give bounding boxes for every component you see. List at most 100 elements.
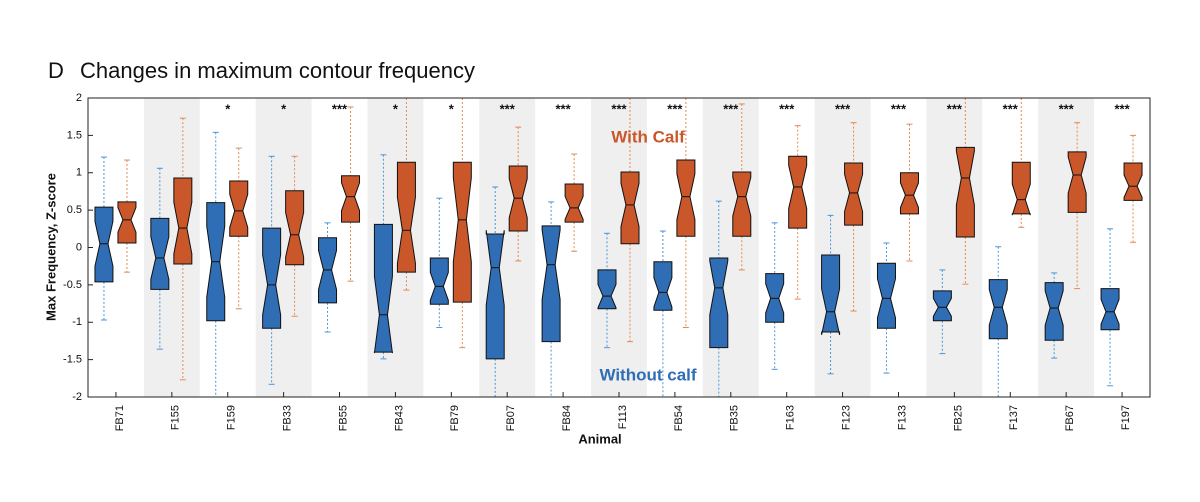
box-body <box>821 254 841 335</box>
box <box>373 154 393 360</box>
significance-label: *** <box>332 101 348 116</box>
box-body <box>429 257 449 305</box>
box <box>1100 228 1120 387</box>
box-body <box>541 225 561 343</box>
box <box>564 153 584 252</box>
box-body <box>1123 162 1143 201</box>
x-tick-label: FB54 <box>673 405 685 431</box>
box <box>508 126 528 262</box>
box <box>117 159 137 273</box>
box-body <box>373 223 393 354</box>
band-shade <box>1038 98 1095 397</box>
x-tick-label: F155 <box>170 405 182 430</box>
y-tick-label: 0 <box>76 241 82 253</box>
box <box>1011 97 1031 228</box>
box <box>206 131 226 398</box>
box <box>429 197 449 328</box>
band-shade <box>926 98 983 397</box>
box <box>876 242 896 374</box>
box <box>955 97 975 285</box>
x-tick-label: FB07 <box>505 405 517 431</box>
box-body <box>229 180 249 237</box>
significance-label: *** <box>1059 101 1075 116</box>
box <box>452 97 472 349</box>
box-body <box>341 175 361 223</box>
box-body <box>1011 161 1031 216</box>
y-tick-label: 1.5 <box>67 129 82 141</box>
series-label: Without calf <box>599 365 696 384</box>
significance-label: * <box>449 101 455 116</box>
box <box>150 167 170 350</box>
box <box>94 156 114 321</box>
x-tick-label: FB33 <box>282 405 294 431</box>
box <box>262 155 282 385</box>
x-tick-label: FB79 <box>449 405 461 431</box>
chart-title: Changes in maximum contour frequency <box>80 58 475 83</box>
significance-label: *** <box>667 101 683 116</box>
box-body <box>988 279 1008 340</box>
box-body <box>452 161 472 303</box>
box-body <box>620 171 640 245</box>
box-body <box>732 171 752 237</box>
x-tick-label: F123 <box>840 405 852 430</box>
x-axis-label: Animal <box>578 431 621 446</box>
box <box>541 201 561 398</box>
box-body <box>564 183 584 223</box>
box <box>285 155 305 317</box>
box-body <box>485 230 505 360</box>
y-tick-label: 0.5 <box>67 204 82 216</box>
x-tick-label: FB25 <box>952 405 964 431</box>
x-tick-label: F113 <box>617 405 629 429</box>
box <box>485 186 505 398</box>
x-tick-label: FB43 <box>393 405 405 431</box>
box-body <box>1067 151 1087 213</box>
significance-label: *** <box>835 101 851 116</box>
x-tick-label: F159 <box>226 405 238 430</box>
box <box>988 246 1008 398</box>
y-tick-label: -1.5 <box>63 354 82 366</box>
box-body <box>285 190 305 266</box>
y-axis-label: Max Frequency, Z-score <box>43 173 58 321</box>
significance-label: *** <box>723 101 739 116</box>
box <box>1067 122 1087 290</box>
panel-label: D <box>48 58 64 83</box>
band-shade <box>702 98 759 397</box>
series-label: With Calf <box>611 127 685 146</box>
x-tick-label: FB71 <box>114 405 126 431</box>
box <box>396 97 416 291</box>
box-body <box>844 162 864 226</box>
box <box>620 97 640 343</box>
box-body <box>788 155 808 229</box>
significance-label: *** <box>1003 101 1019 116</box>
box-body <box>1044 282 1064 341</box>
box <box>844 122 864 312</box>
box-body <box>676 159 696 237</box>
x-tick-label: FB67 <box>1064 405 1076 431</box>
box-body <box>396 161 416 273</box>
box <box>932 269 952 355</box>
box-body <box>955 146 975 238</box>
band-shade <box>591 98 647 397</box>
significance-label: *** <box>1114 101 1130 116</box>
significance-label: *** <box>556 101 572 116</box>
y-tick-label: -0.5 <box>63 279 82 291</box>
x-tick-label: FB84 <box>561 405 573 431</box>
box <box>821 214 841 375</box>
box-body <box>597 269 617 310</box>
box-body <box>94 206 114 283</box>
significance-label: * <box>225 101 231 116</box>
box <box>597 232 617 349</box>
box <box>788 125 808 300</box>
x-tick-label: FB35 <box>729 405 741 431</box>
box-body <box>709 257 729 349</box>
x-tick-label: FB55 <box>337 405 349 431</box>
band-shade <box>814 98 871 397</box>
box <box>1044 272 1064 359</box>
box <box>676 97 696 328</box>
box-body <box>653 261 673 311</box>
box <box>341 106 361 282</box>
x-tick-label: F197 <box>1120 405 1132 430</box>
significance-label: *** <box>779 101 795 116</box>
significance-label: *** <box>891 101 907 116</box>
